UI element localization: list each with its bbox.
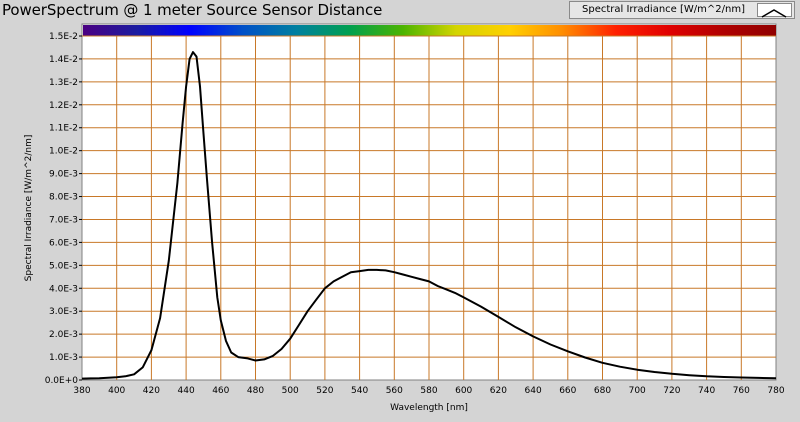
y-tick-label: 1.0E-3 xyxy=(49,353,78,363)
legend-swatch-line-icon xyxy=(761,9,787,18)
x-tick-label: 520 xyxy=(316,386,333,396)
x-tick-label: 400 xyxy=(108,386,125,396)
x-tick-label: 720 xyxy=(663,386,680,396)
x-tick-label: 500 xyxy=(282,386,299,396)
x-tick-label: 380 xyxy=(73,386,90,396)
grid-lines xyxy=(82,35,776,380)
legend-line-swatch[interactable] xyxy=(757,3,792,18)
y-tick-label: 1.5E-2 xyxy=(49,32,78,42)
y-tick-label: 1.0E-2 xyxy=(49,147,78,157)
legend-label: Spectral Irradiance [W/m^2/nm] xyxy=(582,4,745,15)
y-tick-label: 0.0E+0 xyxy=(45,376,79,386)
series-group xyxy=(81,51,777,380)
x-tick-label: 460 xyxy=(212,386,229,396)
y-tick-label: 3.0E-3 xyxy=(49,307,78,317)
x-tick-label: 580 xyxy=(420,386,437,396)
x-tick-label: 560 xyxy=(386,386,403,396)
chart-title: PowerSpectrum @ 1 meter Source Sensor Di… xyxy=(2,1,383,19)
y-tick-label: 8.0E-3 xyxy=(49,193,78,203)
y-tick-label: 1.4E-2 xyxy=(49,55,78,65)
x-tick-label: 600 xyxy=(455,386,472,396)
y-tick-label: 4.0E-3 xyxy=(49,284,78,294)
x-tick-label: 740 xyxy=(698,386,715,396)
x-axis: 380 400 420 440 460 480 500 520 540 560 580 600 620 6… xyxy=(73,386,784,396)
y-tick-label: 2.0E-3 xyxy=(49,330,78,340)
series-line xyxy=(81,51,777,380)
x-tick-label: 540 xyxy=(351,386,368,396)
x-tick-label: 680 xyxy=(594,386,611,396)
y-tick-label: 1.1E-2 xyxy=(49,124,78,134)
y-tick-label: 5.0E-3 xyxy=(49,261,78,271)
x-tick-label: 480 xyxy=(247,386,264,396)
x-tick-label: 700 xyxy=(629,386,646,396)
y-axis: 0.0E+0 1.0E-3 2.0E-3 3.0E-3 4.0E-3 5.0E-3 6.0E… xyxy=(45,32,82,386)
y-tick-label: 9.0E-3 xyxy=(49,170,78,180)
x-tick-label: 780 xyxy=(767,386,784,396)
plot-legend[interactable]: Spectral Irradiance [W/m^2/nm] xyxy=(569,1,795,19)
x-tick-label: 440 xyxy=(178,386,195,396)
y-tick-label: 1.2E-2 xyxy=(49,101,78,111)
x-tick-label: 420 xyxy=(143,386,160,396)
spectrum-color-bar xyxy=(83,25,776,36)
y-tick-label: 7.0E-3 xyxy=(49,215,78,225)
y-tick-label: 1.3E-2 xyxy=(49,78,78,88)
x-tick-label: 620 xyxy=(490,386,507,396)
y-axis-label: Spectral Irradiance [W/m^2/nm] xyxy=(24,135,34,282)
y-tick-label: 6.0E-3 xyxy=(49,238,78,248)
x-axis-label: Wavelength [nm] xyxy=(390,403,468,413)
x-tick-label: 760 xyxy=(733,386,750,396)
x-tick-label: 640 xyxy=(525,386,542,396)
x-tick-label: 660 xyxy=(559,386,576,396)
